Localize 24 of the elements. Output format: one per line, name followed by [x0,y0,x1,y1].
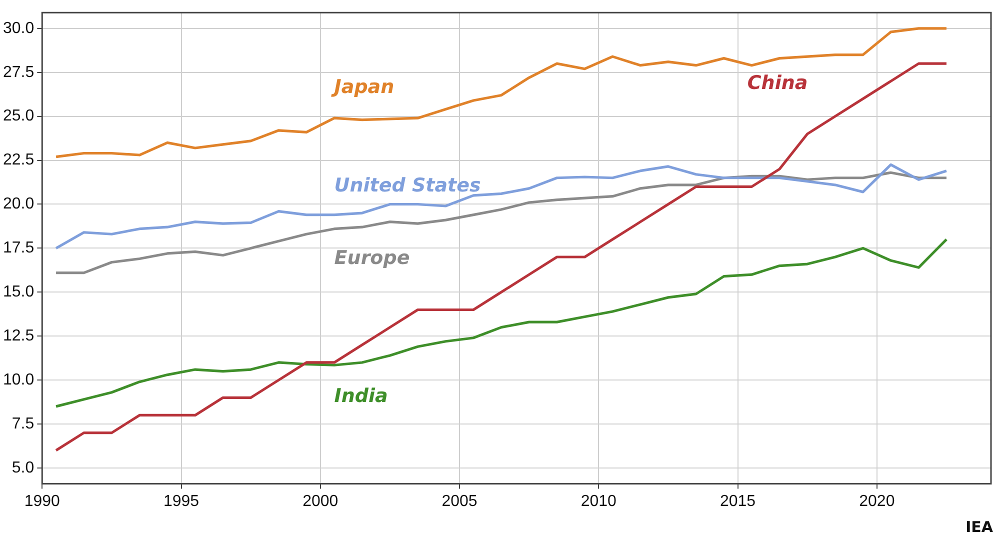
series-label: Japan [330,76,394,98]
x-tick-label: 1995 [163,492,200,510]
y-tick-label: 15.0 [3,284,34,301]
y-tick-label: 5.0 [12,459,34,476]
series-label: United States [334,174,481,197]
series-label: Europe [334,246,410,269]
y-tick-label: 25.0 [3,108,34,125]
x-tick-label: 2020 [859,492,895,510]
x-tick-label: 2000 [302,492,338,510]
series-label: China [747,72,808,94]
x-tick-label: 1990 [24,492,60,510]
y-tick-label: 20.0 [3,196,34,213]
y-tick-label: 17.5 [3,240,34,257]
y-tick-label: 12.5 [3,328,34,345]
x-tick-label: 2010 [580,492,617,510]
x-tick-label: 2005 [442,492,478,510]
y-tick-label: 7.5 [12,415,34,432]
y-tick-label: 22.5 [3,152,34,169]
y-tick-label: 10.0 [3,371,34,388]
y-tick-label: 27.5 [3,64,34,81]
y-tick-label: 30.0 [3,20,34,37]
text: IEA [966,518,993,536]
x-tick-label: 2015 [720,492,756,510]
series-label: India [334,385,388,408]
